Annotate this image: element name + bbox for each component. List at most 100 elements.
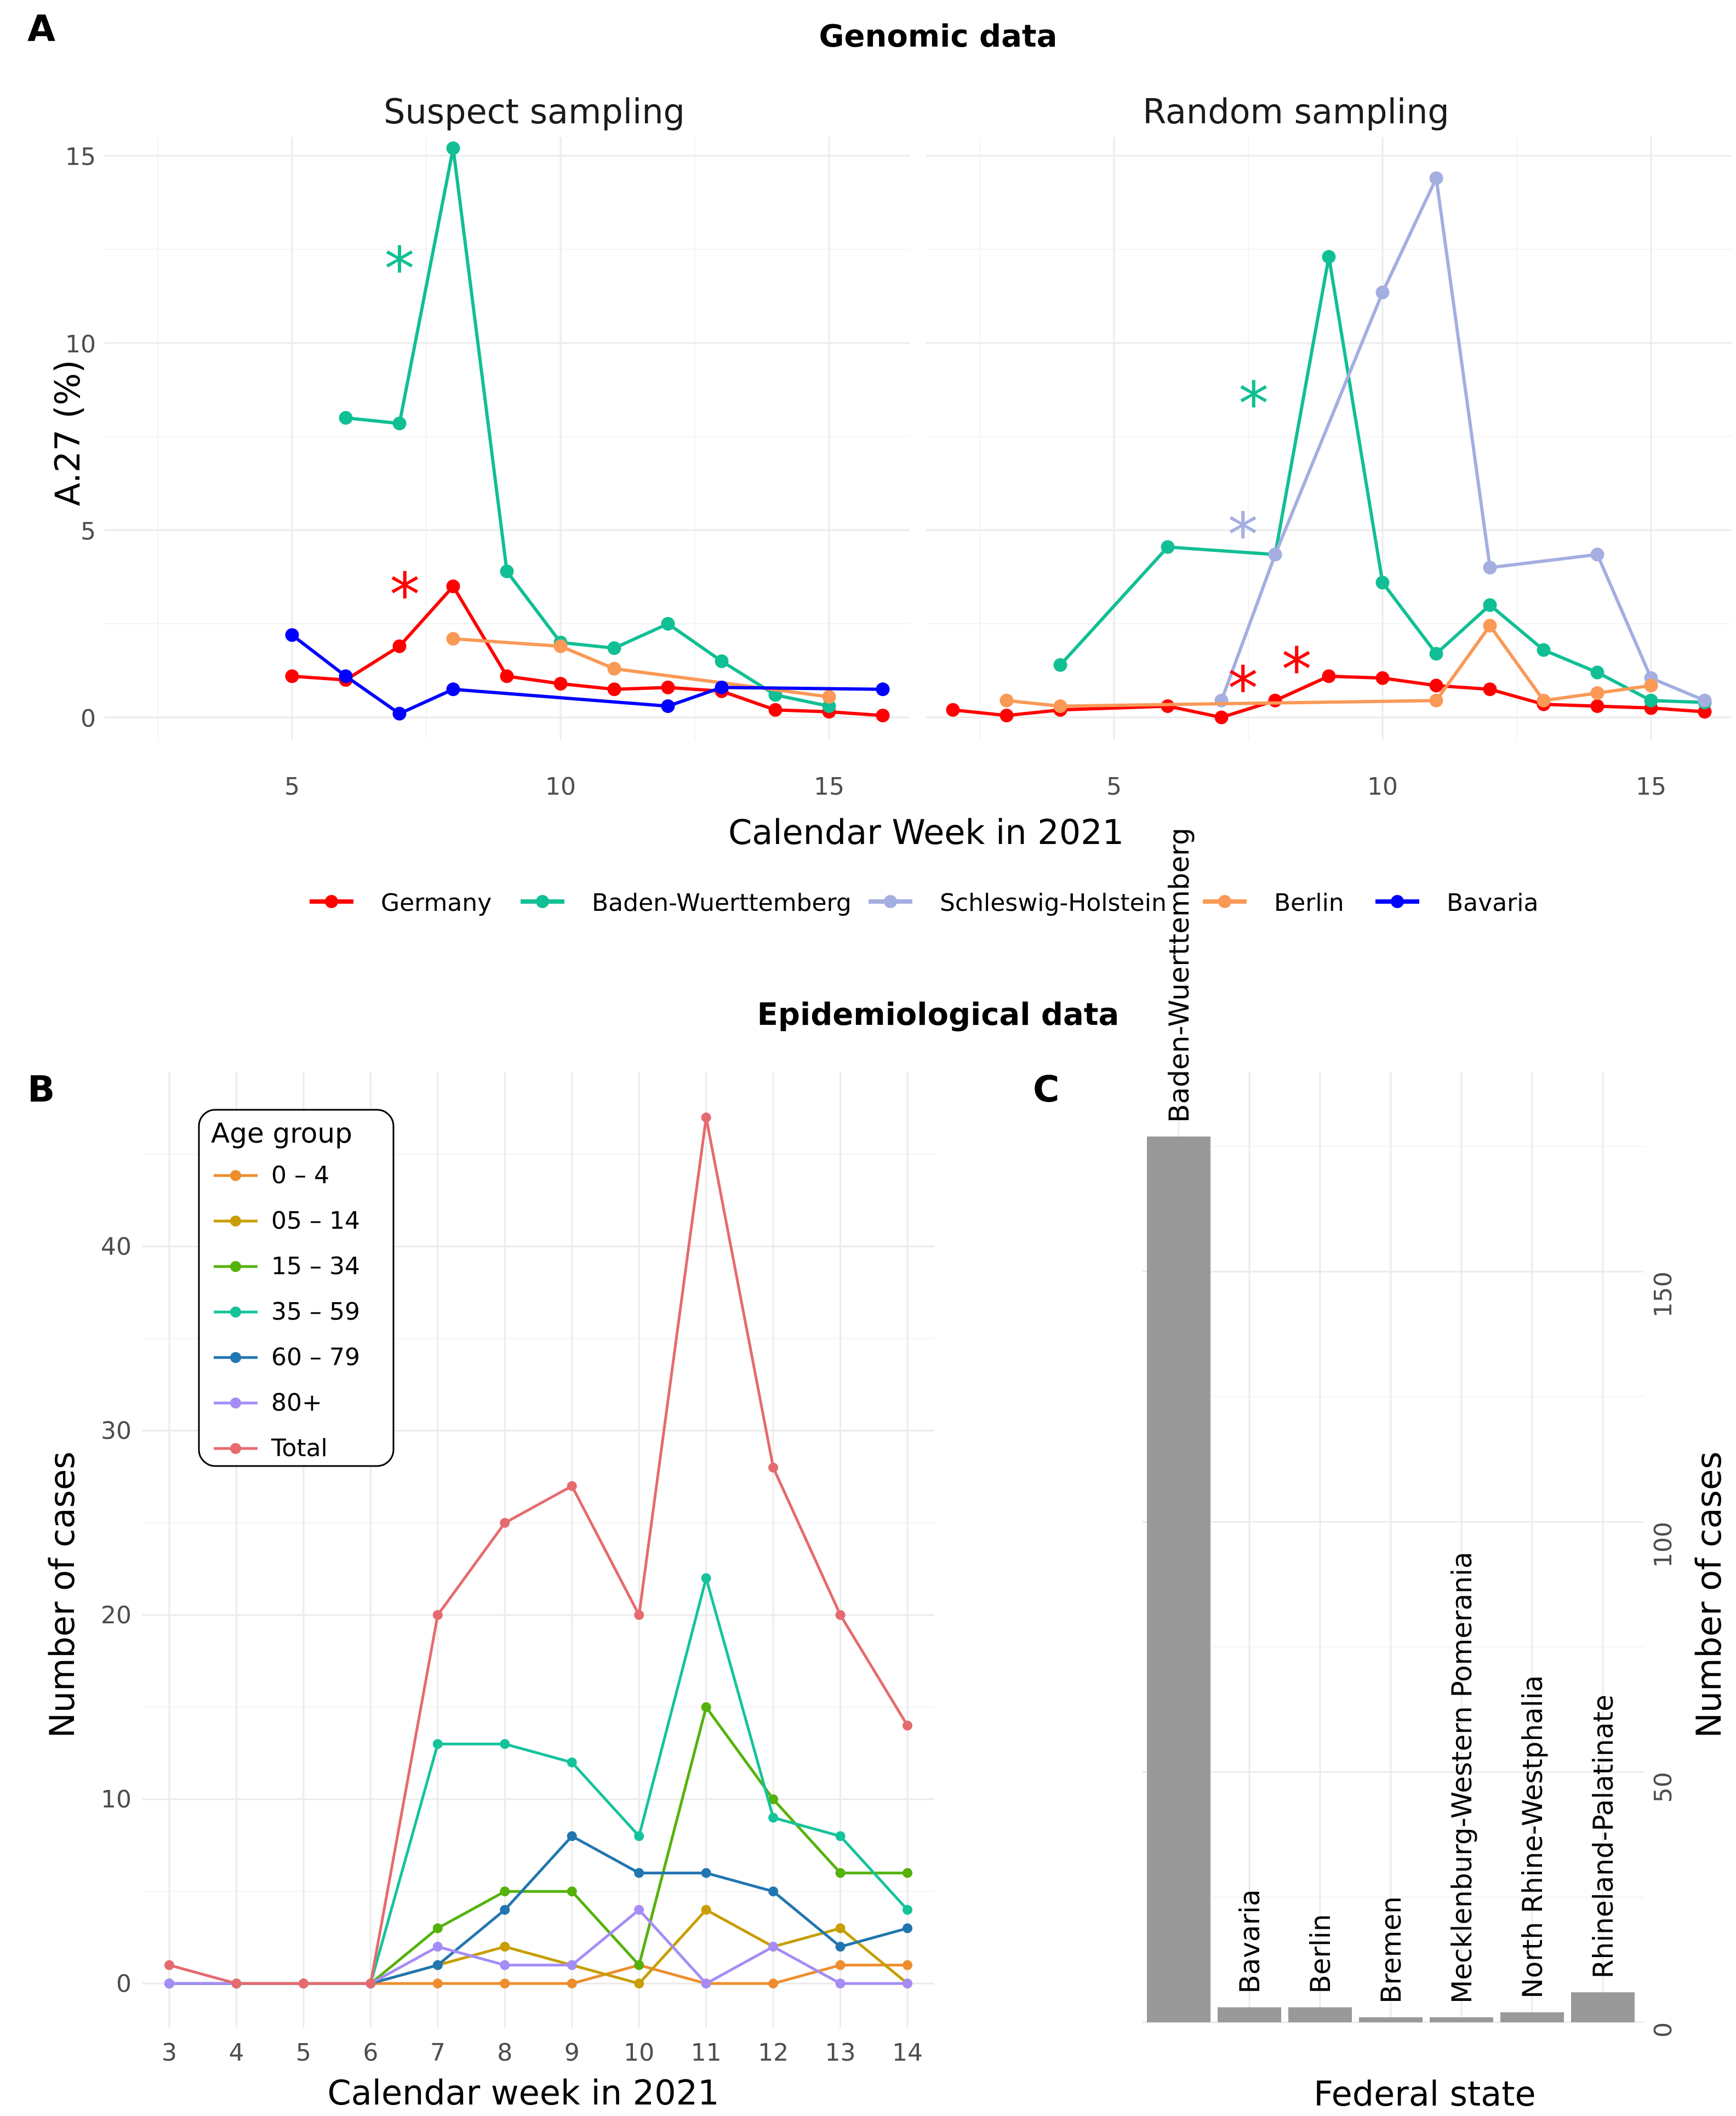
legend-label-schleswig-holstein: Schleswig-Holstein: [940, 889, 1167, 917]
data-point-germany: [661, 680, 675, 694]
data-point-total: [701, 1113, 711, 1123]
data-point-80: [701, 1978, 711, 1989]
panel-c-xlabel: Federal state: [1314, 2074, 1535, 2114]
data-point-05-14: [835, 1923, 846, 1934]
series-line-berlin: [1006, 623, 1652, 708]
data-point-0-4: [903, 1960, 913, 1970]
data-point-80: [432, 1942, 443, 1952]
data-point-60-79: [903, 1923, 913, 1934]
panel-b-y-tick: 10: [101, 1786, 132, 1813]
epidemiological-title: Epidemiological data: [757, 997, 1120, 1033]
data-point-60-79: [701, 1868, 711, 1878]
data-point-germany: [1375, 671, 1390, 685]
panel-b-x-tick: 3: [162, 2039, 177, 2067]
data-point-berlin: [1053, 699, 1067, 714]
data-point-total: [164, 1960, 174, 1970]
legend-key-germany: [325, 895, 338, 908]
data-point-baden-wuerttemberg: [1537, 643, 1551, 657]
facet-title-random: Random sampling: [1143, 92, 1449, 132]
panel-b-letter: B: [27, 1068, 55, 1110]
data-point-15-34: [634, 1960, 644, 1970]
data-point-35-59: [634, 1831, 644, 1841]
data-point-05-14: [634, 1978, 644, 1989]
panel-b-xlabel: Calendar week in 2021: [327, 2073, 719, 2113]
panel-c-y-tick: 150: [1649, 1271, 1677, 1317]
panel-b-x-tick: 13: [825, 2039, 856, 2067]
data-point-baden-wuerttemberg: [1322, 250, 1336, 264]
legend-label-60-79: 60 – 79: [271, 1343, 360, 1371]
panel-a-x-tick: 10: [545, 773, 576, 801]
data-point-germany: [876, 709, 890, 723]
data-point-35-59: [432, 1739, 443, 1749]
data-point-35-59: [768, 1812, 779, 1823]
panel-a-series: * * * * * *: [285, 141, 1712, 725]
data-point-15-34: [500, 1886, 510, 1897]
data-point-bavaria: [285, 628, 299, 642]
data-point-berlin: [553, 639, 568, 653]
data-point-60-79: [768, 1886, 779, 1897]
data-point-schleswig-holstein: [1268, 547, 1282, 562]
data-point-05-14: [500, 1942, 510, 1952]
data-point-schleswig-holstein: [1429, 171, 1443, 185]
data-point-80: [903, 1978, 913, 1989]
data-point-35-59: [835, 1831, 846, 1841]
panel-b-x-tick: 6: [363, 2039, 378, 2067]
data-point-berlin: [1644, 678, 1658, 693]
panel-c-ticks: 0 50 100 150: [1649, 1271, 1677, 2038]
bar-label-north-rhine-westphalia: North Rhine-Westphalia: [1517, 1675, 1549, 1999]
data-point-60-79: [500, 1904, 510, 1915]
data-point-15-34: [768, 1794, 779, 1805]
data-point-berlin: [822, 689, 836, 704]
legend-label-germany: Germany: [381, 889, 492, 917]
panel-c-y-tick: 100: [1649, 1522, 1677, 1568]
data-point-germany: [1322, 669, 1336, 683]
panel-a-xlabel: Calendar Week in 2021: [728, 812, 1124, 852]
panel-b-x-tick: 12: [758, 2039, 789, 2067]
series-line-05-14: [169, 1908, 909, 1986]
panel-a-y-tick: 0: [81, 705, 96, 733]
series-line-germany: [292, 583, 883, 717]
significance-asterisk: *: [1282, 635, 1312, 705]
bar-label-berlin: Berlin: [1305, 1914, 1337, 1994]
data-point-baden-wuerttemberg: [1429, 647, 1443, 661]
bar-north-rhine-westphalia: [1500, 2012, 1564, 2022]
bar-bavaria: [1218, 2007, 1281, 2022]
data-point-berlin: [1537, 693, 1551, 708]
data-point-total: [298, 1978, 309, 1989]
data-point-bavaria: [446, 682, 460, 697]
panel-b-y-tick: 0: [116, 1970, 132, 1998]
panel-a-y-tick: 15: [65, 143, 96, 171]
data-point-0-4: [768, 1978, 779, 1989]
data-point-baden-wuerttemberg: [1483, 598, 1497, 612]
series-line-germany: [952, 674, 1705, 720]
bar-bremen: [1359, 2017, 1423, 2022]
panel-b-series: [164, 1113, 913, 1989]
data-point-baden-wuerttemberg: [1161, 540, 1175, 554]
legend-key-15-34: [230, 1261, 241, 1272]
panel-b-x-tick: 9: [564, 2039, 580, 2067]
data-point-germany: [1214, 710, 1229, 725]
data-point-bavaria: [715, 680, 729, 694]
panel-a-title: Genomic data: [819, 19, 1058, 54]
series-line-total: [169, 1117, 909, 1985]
data-point-80: [567, 1960, 577, 1970]
data-point-germany: [553, 677, 568, 691]
legend-key-05-14: [230, 1216, 241, 1227]
legend-label-total: Total: [271, 1434, 328, 1462]
panel-c-ylabel: Number of cases: [1689, 1451, 1729, 1738]
panel-a-legend: Germany Baden-Wuerttemberg Schleswig-Holst…: [310, 889, 1538, 917]
data-point-baden-wuerttemberg: [607, 641, 621, 655]
data-point-80: [768, 1942, 779, 1952]
data-point-60-79: [634, 1868, 644, 1878]
data-point-35-59: [903, 1904, 913, 1915]
legend-key-schleswig-holstein: [884, 895, 897, 908]
significance-asterisk: *: [390, 560, 420, 630]
legend-key-total: [230, 1443, 241, 1454]
data-point-15-34: [835, 1868, 846, 1878]
legend-label-baden-wuerttemberg: Baden-Wuerttemberg: [592, 889, 852, 917]
data-point-berlin: [1000, 693, 1014, 708]
bar-label-rhineland-palatinate: Rhineland-Palatinate: [1587, 1695, 1619, 1978]
data-point-germany: [1590, 699, 1604, 714]
data-point-60-79: [432, 1960, 443, 1970]
bar-label-mecklenburg-western-pomerania: Mecklenburg-Western Pomerania: [1446, 1552, 1478, 2004]
